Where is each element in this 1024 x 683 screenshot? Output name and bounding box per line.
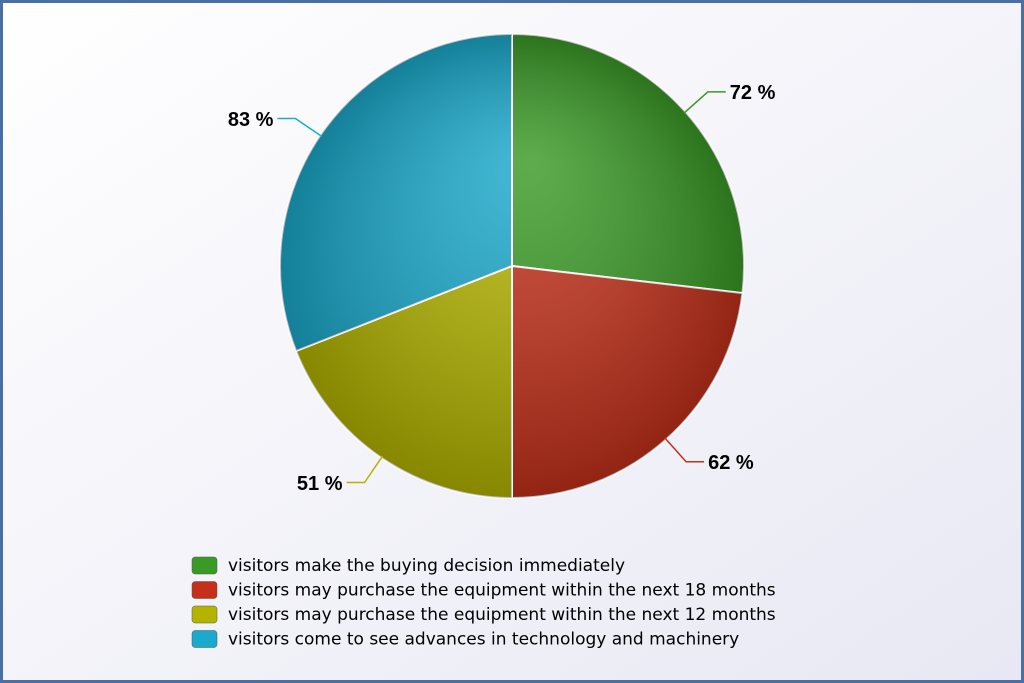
legend-label: visitors may purchase the equipment with…: [228, 581, 776, 601]
data-label: 51 %: [297, 473, 343, 495]
legend-label: visitors come to see advances in technol…: [228, 630, 739, 650]
legend-swatch: [191, 581, 218, 599]
slice-shade: [280, 34, 512, 352]
leader-line: [664, 437, 705, 463]
data-label: 72 %: [730, 82, 776, 104]
leader-line: [683, 91, 726, 114]
legend-label: visitors may purchase the equipment with…: [228, 605, 776, 625]
data-label: 62 %: [708, 452, 754, 474]
data-label: 83 %: [228, 109, 274, 131]
leader-line: [277, 117, 323, 138]
slice-shade: [512, 266, 743, 498]
slice-shade: [512, 34, 744, 294]
pie: 72 % 62 % 51 % 83 %: [228, 32, 776, 500]
leader-line: [346, 455, 384, 484]
legend-label: visitors make the buying decision immedi…: [228, 556, 625, 576]
legend-swatch: [191, 630, 218, 648]
legend-swatch: [191, 605, 218, 624]
slice-shade: [296, 266, 512, 498]
legend: visitors make the buying decision immedi…: [191, 556, 776, 650]
legend-swatch: [191, 556, 218, 575]
